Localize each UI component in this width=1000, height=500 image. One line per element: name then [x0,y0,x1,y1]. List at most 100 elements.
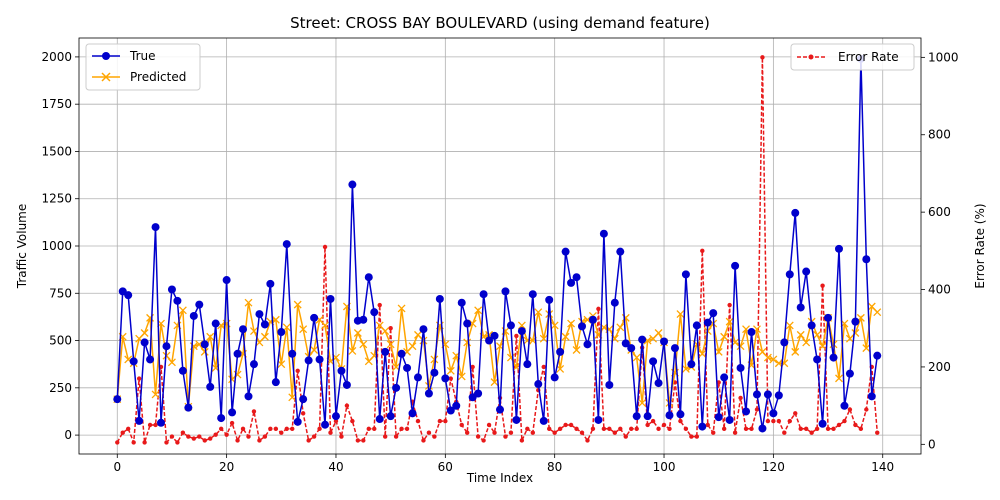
point-predicted [769,355,778,364]
point-predicted [310,346,319,354]
point-predicted [813,330,822,339]
point-error-rate [836,422,842,428]
point-error-rate [197,434,202,439]
point-true [599,229,608,238]
point-error-rate [251,409,257,414]
point-error-rate [585,438,590,443]
point-true [375,415,384,424]
point-error-rate [235,438,240,443]
point-error-rate [754,407,760,412]
y-left-tick-label: 250 [49,381,72,395]
point-true [135,416,144,425]
point-error-rate [590,426,596,432]
point-predicted [260,332,269,341]
point-true [244,392,253,401]
point-predicted [474,306,483,315]
point-true [539,416,548,425]
point-true [528,290,537,299]
point-error-rate [743,426,749,432]
point-predicted [490,378,499,387]
point-true [747,328,756,337]
point-true [178,366,187,375]
point-error-rate [519,438,525,443]
point-true [660,337,669,346]
point-error-rate [787,418,792,424]
point-error-rate [618,426,623,432]
point-error-rate [678,418,683,424]
point-error-rate [645,422,650,428]
point-error-rate [120,430,125,435]
point-error-rate [738,395,743,401]
point-true [720,373,729,382]
point-predicted [408,342,417,351]
point-predicted [353,329,362,337]
point-true [758,424,767,433]
point-true [588,315,597,324]
point-error-rate [284,426,289,432]
point-true [796,303,805,312]
point-true [785,270,794,279]
point-error-rate [711,430,716,435]
point-true [840,401,849,410]
point-predicted [539,334,548,343]
point-predicted [419,336,428,345]
point-true [228,408,237,417]
point-error-rate [306,438,311,443]
point-error-rate [240,426,246,432]
point-true [266,279,275,288]
point-error-rate [607,426,612,432]
legend-predicted-marker [101,72,111,82]
point-error-rate [382,434,388,439]
point-true [424,389,433,398]
point-error-rate [825,426,831,432]
point-error-rate [300,411,306,416]
point-error-rate [689,434,694,439]
point-error-rate [311,434,317,439]
point-error-rate [169,434,175,439]
point-predicted [348,346,357,355]
legend-right-box [790,43,915,71]
point-true [479,290,488,299]
point-true [370,308,379,317]
point-true [791,208,800,217]
point-true [780,338,789,347]
point-error-rate [514,333,519,339]
y-left-tick-label: 1500 [41,144,72,158]
point-error-rate [142,440,147,445]
y-right-tick-label: 200 [928,360,951,374]
point-error-rate [771,418,776,424]
point-error-rate [661,422,667,428]
point-error-rate [153,422,158,428]
legend-predicted-label: Predicted [130,70,186,84]
point-predicted [200,347,209,356]
point-error-rate [700,248,705,254]
point-true [463,319,472,328]
point-true [435,294,444,303]
point-true [763,390,772,399]
point-predicted [397,304,406,313]
point-error-rate [355,438,361,443]
point-error-rate [814,426,820,432]
point-true [397,349,406,358]
y-right-tick-label: 1000 [928,50,959,64]
point-error-rate [601,426,607,432]
point-error-rate [847,407,853,412]
point-error-rate [820,283,825,288]
point-predicted [550,321,559,330]
point-error-rate [257,438,262,443]
point-predicted [556,364,565,373]
point-error-rate [760,55,765,60]
point-true [184,403,193,412]
point-true [113,395,122,404]
point-predicted [714,347,723,356]
point-true [441,374,450,383]
point-predicted [430,355,439,364]
point-error-rate [262,434,268,439]
point-predicted [359,340,368,349]
point-true [452,401,461,410]
point-true [189,311,198,320]
point-predicted [244,298,253,307]
point-true [627,344,636,353]
point-true [271,378,280,387]
point-error-rate [683,426,689,432]
